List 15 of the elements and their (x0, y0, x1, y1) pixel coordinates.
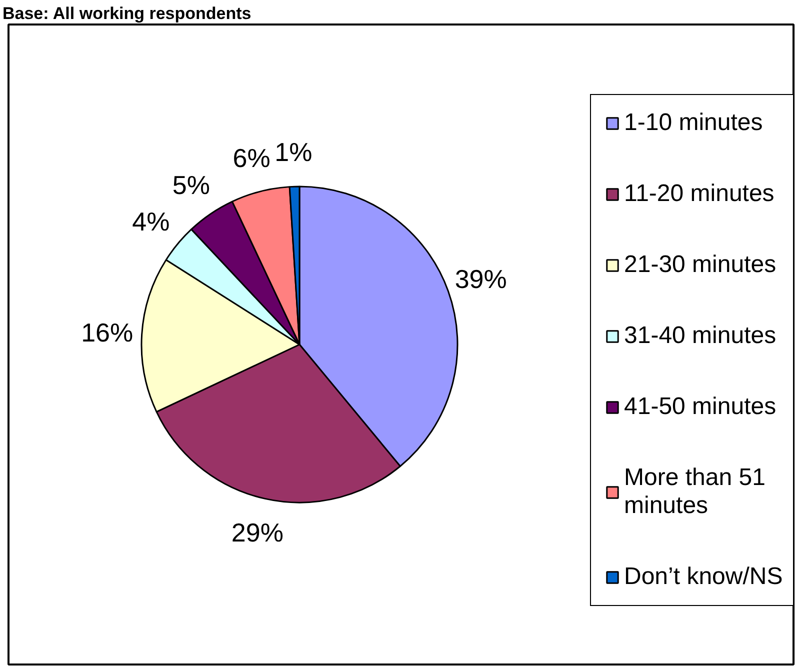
data-label: 6% (232, 142, 270, 173)
data-label: 39% (454, 264, 507, 294)
legend-label: 1-10 minutes (624, 109, 763, 137)
data-label: 4% (132, 206, 170, 237)
legend-label: 41-50 minutes (624, 393, 776, 421)
legend-label: 31-40 minutes (624, 322, 776, 350)
data-label: 29% (231, 518, 284, 548)
legend-label: 21-30 minutes (624, 251, 776, 279)
legend-label: More than 51 minutes (624, 464, 766, 520)
data-label: 16% (81, 317, 134, 348)
chart-title: Base: All working respondents (2, 4, 252, 23)
legend-label: Don’t know/NS (624, 563, 783, 591)
legend-label: 11-20 minutes (624, 180, 774, 208)
data-label: 1% (274, 136, 312, 167)
data-label: 5% (172, 170, 210, 200)
